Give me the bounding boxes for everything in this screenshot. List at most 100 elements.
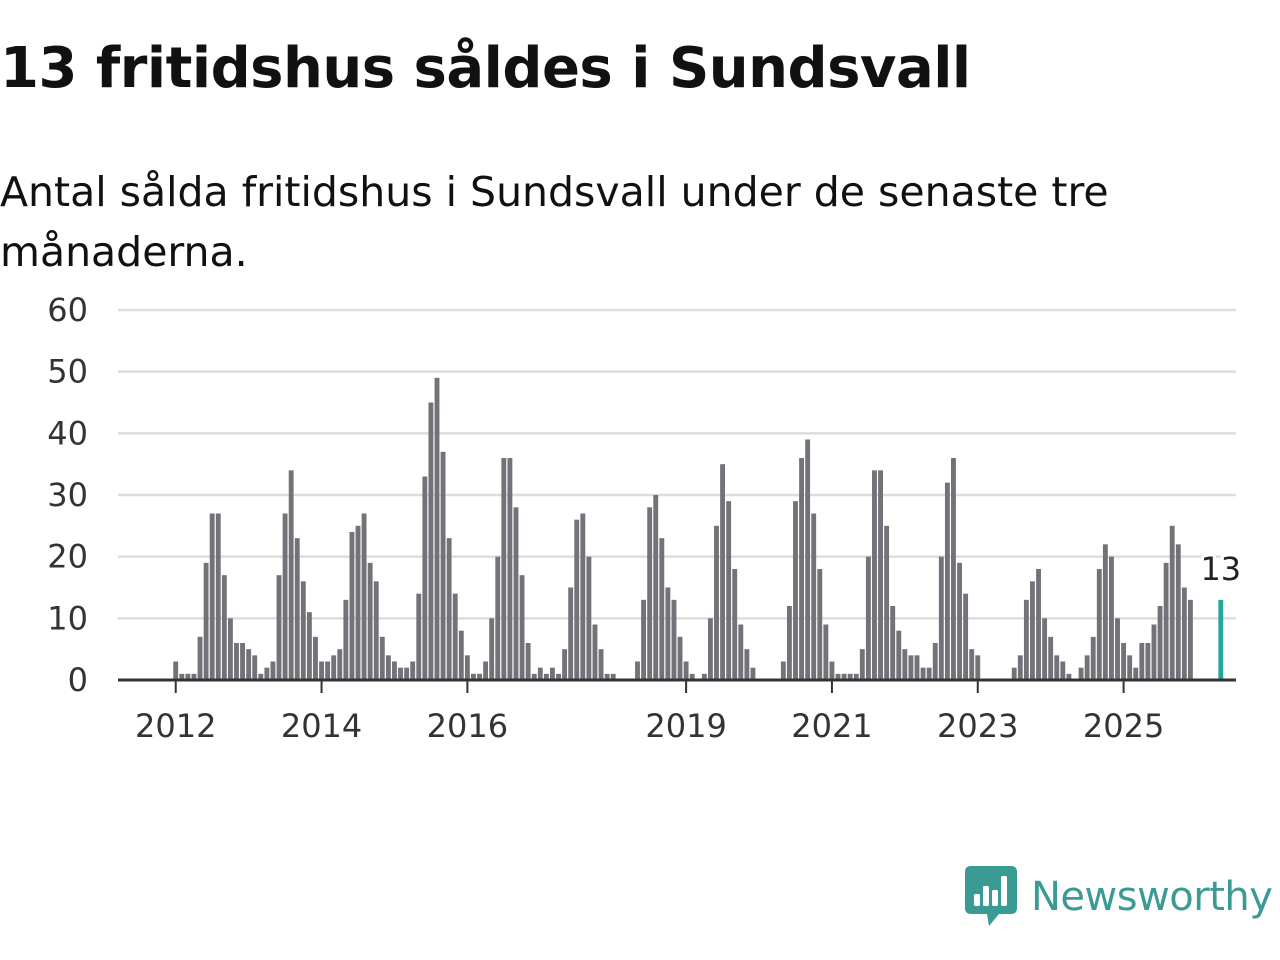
bar: [252, 655, 258, 680]
bar: [811, 513, 817, 680]
bar: [653, 495, 659, 680]
bar: [1023, 599, 1029, 680]
bar: [847, 673, 853, 680]
bar: [878, 470, 883, 680]
bar: [464, 655, 470, 680]
bar: [793, 501, 798, 680]
bar: [507, 458, 513, 680]
bar: [914, 655, 920, 680]
bar: [1109, 556, 1114, 680]
bar: [392, 661, 397, 680]
bar: [872, 470, 877, 680]
bar: [404, 667, 410, 680]
bar: [234, 643, 239, 680]
bar: [446, 538, 452, 680]
bar: [1175, 544, 1181, 680]
bar: [829, 661, 835, 680]
bar: [859, 649, 865, 680]
bar: [689, 673, 695, 680]
bar: [677, 636, 683, 680]
bar: [720, 464, 726, 680]
bar: [477, 673, 482, 680]
bar: [604, 673, 610, 680]
bar: [556, 673, 561, 680]
bar: [920, 667, 926, 680]
bar: [938, 556, 944, 680]
bar: [744, 649, 750, 680]
bar: [1011, 667, 1017, 680]
bar: [1036, 569, 1041, 680]
bar: [355, 525, 361, 680]
bar: [288, 470, 294, 680]
bar: [1096, 569, 1102, 680]
bar: [1066, 673, 1072, 680]
bar: [562, 649, 568, 680]
bar: [294, 538, 300, 680]
bar: [951, 458, 956, 680]
bar: [568, 587, 574, 680]
bar: [1017, 655, 1023, 680]
bar: [531, 673, 537, 680]
bar: [853, 673, 859, 680]
bar: [1042, 618, 1048, 680]
chart-title: 13 fritidshus såldes i Sundsvall: [0, 36, 971, 101]
x-tick-label: 2025: [1083, 707, 1164, 745]
bar: [513, 507, 519, 680]
bar: [227, 618, 233, 680]
bar: [1084, 655, 1090, 680]
bar: [1127, 655, 1133, 680]
bar: [373, 581, 379, 680]
bar: [1181, 587, 1187, 680]
bar: [957, 562, 962, 680]
bar: [1030, 581, 1035, 680]
bar: [209, 513, 215, 680]
bar: [458, 630, 464, 680]
bar: [932, 643, 938, 680]
bar: [884, 525, 890, 680]
bar: [610, 673, 616, 680]
bar: [902, 649, 908, 680]
bar: [890, 606, 896, 680]
bar: [428, 402, 434, 680]
bar: [1145, 643, 1151, 680]
bar: [726, 501, 732, 680]
bar: [944, 482, 950, 680]
bar: [665, 587, 671, 680]
bar: [1048, 636, 1054, 680]
bar: [240, 643, 245, 680]
bar: [385, 655, 391, 680]
newsworthy-logo-icon: [965, 866, 1017, 926]
x-axis-labels: 2012 2014 2016 2019 2021 2023 2025: [135, 707, 1164, 745]
newsworthy-logo-text: Newsworthy: [1031, 874, 1273, 920]
bar: [817, 569, 823, 680]
bar: [282, 513, 288, 680]
bar: [483, 661, 489, 680]
bar: [592, 624, 598, 680]
bar: [1102, 544, 1108, 680]
x-tick-label: 2023: [937, 707, 1018, 745]
x-tick-label: 2012: [135, 707, 216, 745]
y-tick-label: 10: [47, 599, 88, 637]
bar: [683, 661, 689, 680]
bar: [574, 519, 580, 680]
bars: [173, 377, 1224, 680]
bar: [823, 624, 829, 680]
bar: [896, 630, 902, 680]
bar: [349, 532, 355, 680]
bar: [586, 556, 592, 680]
annotations: 13: [1197, 547, 1244, 591]
bar: [221, 575, 227, 680]
bar: [835, 673, 841, 680]
bar: [306, 612, 312, 680]
bar: [750, 667, 756, 680]
bar: [1163, 562, 1169, 680]
bar: [714, 525, 719, 680]
highlight-value-label: 13: [1200, 550, 1241, 588]
bar: [185, 673, 191, 680]
bar: [337, 649, 343, 680]
bar: [543, 673, 549, 680]
bar: [975, 655, 981, 680]
bar: [410, 661, 416, 680]
bar: [969, 649, 975, 680]
